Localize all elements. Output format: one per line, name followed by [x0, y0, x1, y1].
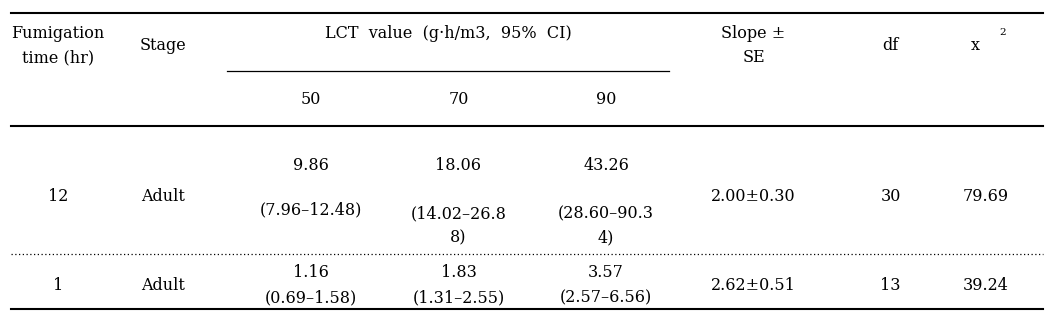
Text: (14.02–26.8: (14.02–26.8	[411, 206, 506, 223]
Text: 39.24: 39.24	[962, 277, 1009, 294]
Text: (7.96–12.48): (7.96–12.48)	[259, 201, 363, 218]
Text: 1: 1	[53, 277, 63, 294]
Text: 2.00±0.30: 2.00±0.30	[711, 188, 796, 205]
Text: 90: 90	[596, 91, 617, 108]
Text: 13: 13	[880, 277, 901, 294]
Text: 12: 12	[47, 188, 69, 205]
Text: 3.57: 3.57	[588, 264, 624, 281]
Text: (1.31–2.55): (1.31–2.55)	[412, 289, 505, 306]
Text: 1.16: 1.16	[293, 264, 329, 281]
Text: 18.06: 18.06	[435, 157, 482, 174]
Text: LCT  value  (g·h/m3,  95%  CI): LCT value (g·h/m3, 95% CI)	[325, 25, 571, 42]
Text: 70: 70	[448, 91, 469, 108]
Text: (0.69–1.58): (0.69–1.58)	[265, 289, 357, 306]
Text: (28.60–90.3: (28.60–90.3	[558, 206, 655, 223]
Text: 50: 50	[300, 91, 321, 108]
Text: 30: 30	[880, 188, 901, 205]
Text: x: x	[971, 37, 979, 54]
Text: 8): 8)	[450, 229, 467, 246]
Text: 2.62±0.51: 2.62±0.51	[711, 277, 796, 294]
Text: 2: 2	[999, 28, 1006, 37]
Text: 4): 4)	[598, 229, 614, 246]
Text: Slope ±
SE: Slope ± SE	[722, 26, 785, 66]
Text: Fumigation
time (hr): Fumigation time (hr)	[12, 26, 104, 66]
Text: 9.86: 9.86	[293, 157, 329, 174]
Text: 43.26: 43.26	[583, 157, 629, 174]
Text: Stage: Stage	[140, 37, 187, 54]
Text: Adult: Adult	[141, 277, 186, 294]
Text: (2.57–6.56): (2.57–6.56)	[560, 289, 652, 306]
Text: 1.83: 1.83	[441, 264, 476, 281]
Text: 79.69: 79.69	[962, 188, 1009, 205]
Text: df: df	[882, 37, 899, 54]
Text: Adult: Adult	[141, 188, 186, 205]
